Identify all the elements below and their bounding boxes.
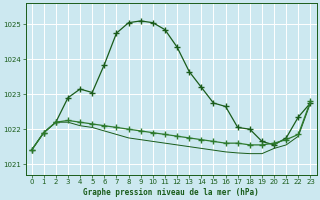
X-axis label: Graphe pression niveau de la mer (hPa): Graphe pression niveau de la mer (hPa): [83, 188, 259, 197]
